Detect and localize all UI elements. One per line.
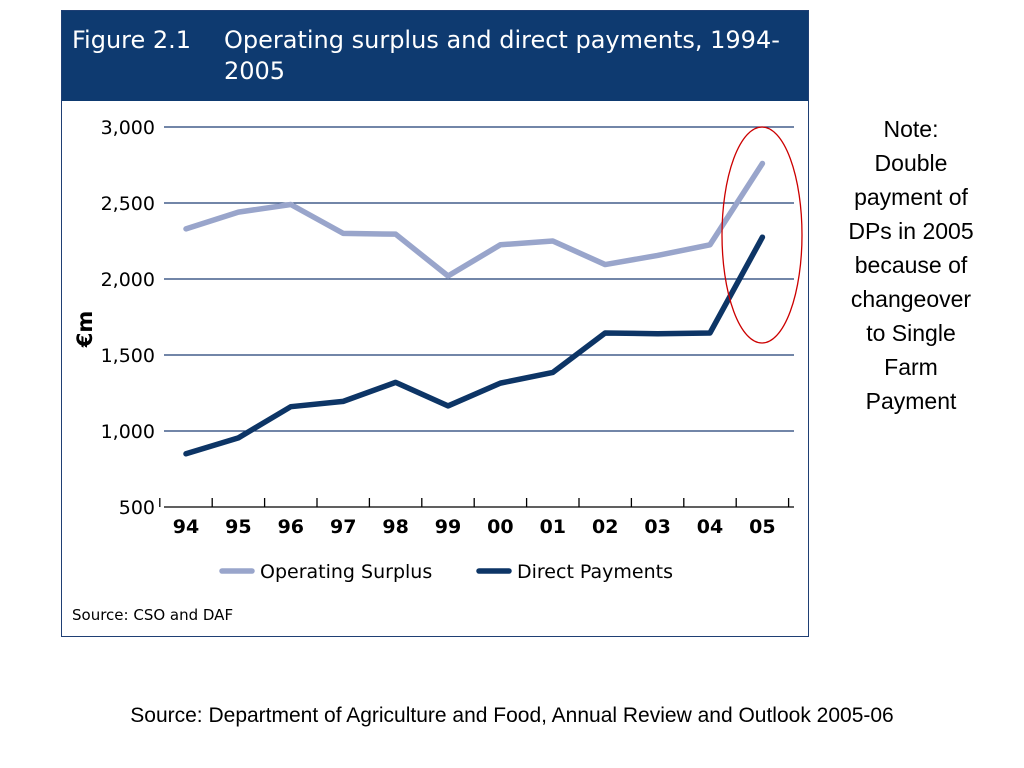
y-tick-label: 2,000 <box>101 269 155 291</box>
x-tick-label: 94 <box>173 516 199 538</box>
x-tick-label: 04 <box>697 516 723 538</box>
note-text: Note: Double payment of DPs in 2005 beca… <box>848 116 974 414</box>
x-tick-label: 98 <box>382 516 408 538</box>
slide-source: Source: Department of Agriculture and Fo… <box>130 704 894 727</box>
legend-label: Operating Surplus <box>260 561 432 583</box>
x-tick-label: 99 <box>435 516 461 538</box>
gridlines <box>164 126 794 432</box>
y-axis-tick-labels: 3,000 2,500 2,000 1,500 1,000 500 <box>101 117 155 519</box>
y-tick-label: 1,000 <box>101 421 155 443</box>
y-tick-label: 2,500 <box>101 193 155 215</box>
annotations <box>721 126 803 344</box>
y-axis-label: €m <box>73 311 97 349</box>
x-tick-label: 02 <box>592 516 618 538</box>
x-tick-label: 96 <box>278 516 304 538</box>
figure-panel: Figure 2.1 Operating surplus and direct … <box>61 10 809 637</box>
chart-title: Operating surplus and direct payments, 1… <box>224 26 780 85</box>
x-tick-label: 01 <box>540 516 566 538</box>
x-axis: 94 95 96 97 98 99 00 01 02 03 04 05 <box>159 498 794 538</box>
series-line-direct-payments <box>183 234 766 457</box>
legend-label: Direct Payments <box>517 561 673 583</box>
figure-source: Source: CSO and DAF <box>72 606 233 624</box>
y-tick-label: 3,000 <box>101 117 155 139</box>
figure-number: Figure 2.1 <box>72 26 192 54</box>
highlight-ellipse <box>721 126 803 344</box>
x-tick-label: 05 <box>749 516 775 538</box>
figure-header: Figure 2.1 Operating surplus and direct … <box>62 11 808 101</box>
y-tick-label: 1,500 <box>101 345 155 367</box>
series-line-operating-surplus <box>183 160 766 279</box>
x-tick-label: 00 <box>487 516 513 538</box>
x-tick-label: 97 <box>330 516 356 538</box>
legend: Operating Surplus Direct Payments <box>219 561 673 583</box>
x-tick-label: 03 <box>644 516 670 538</box>
x-tick-label: 95 <box>225 516 251 538</box>
series-lines <box>183 160 766 457</box>
y-tick-label: 500 <box>119 497 155 519</box>
